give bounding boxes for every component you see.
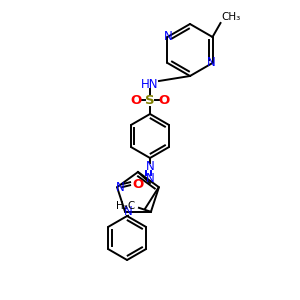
Text: N: N: [164, 31, 173, 44]
Text: N: N: [146, 160, 154, 173]
Text: CH₃: CH₃: [221, 12, 241, 22]
Text: N: N: [124, 205, 132, 218]
Text: O: O: [158, 94, 169, 106]
Text: N: N: [116, 181, 124, 194]
Text: O: O: [130, 94, 142, 106]
Text: H₃C: H₃C: [116, 201, 136, 211]
Text: O: O: [133, 178, 144, 191]
Text: HN: HN: [141, 77, 159, 91]
Text: N: N: [207, 56, 216, 70]
Text: N: N: [146, 172, 154, 185]
Text: S: S: [145, 94, 155, 106]
